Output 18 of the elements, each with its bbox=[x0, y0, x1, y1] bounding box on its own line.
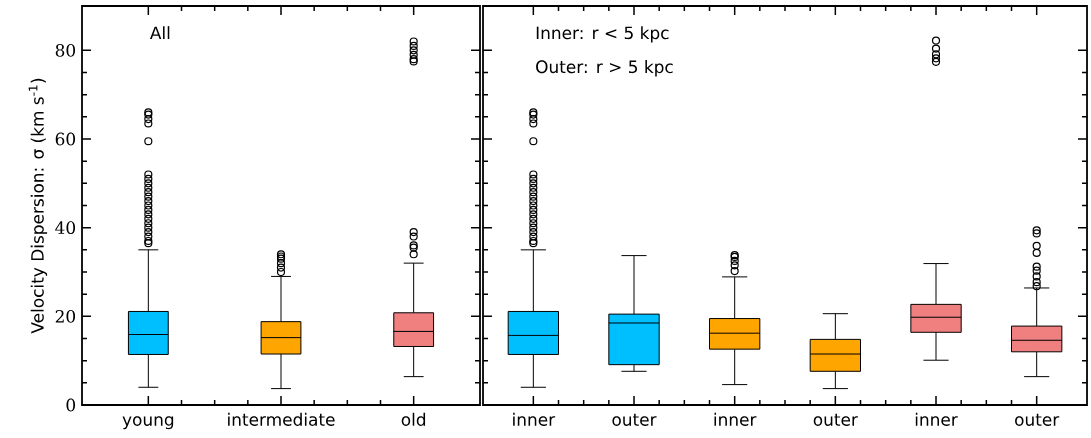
y-tick-label: 20 bbox=[55, 309, 76, 323]
x-tick-label: outer bbox=[612, 413, 657, 426]
x-tick-label: inner bbox=[915, 412, 958, 426]
y-tick-label: 60 bbox=[55, 132, 76, 146]
annotation: Inner: r < 5 kpc bbox=[536, 26, 669, 43]
annotation: Outer: r > 5 kpc bbox=[536, 60, 673, 77]
x-tick-label: old bbox=[401, 412, 426, 426]
x-tick-label: inner bbox=[513, 412, 556, 426]
x-tick-label: young bbox=[122, 416, 174, 430]
x-tick-label: outer bbox=[813, 413, 858, 426]
y-tick-label: 80 bbox=[55, 43, 76, 57]
y-tick-label: 40 bbox=[55, 221, 76, 235]
x-tick-label: inner bbox=[714, 412, 757, 426]
y-axis-title: Velocity Dispersion: σ (km s$^{-1}$) bbox=[28, 78, 48, 334]
x-tick-label: outer bbox=[1015, 413, 1060, 426]
annotation: All bbox=[149, 26, 170, 40]
x-tick-label: intermediate bbox=[228, 412, 335, 426]
y-tick-label: 0 bbox=[66, 398, 76, 412]
